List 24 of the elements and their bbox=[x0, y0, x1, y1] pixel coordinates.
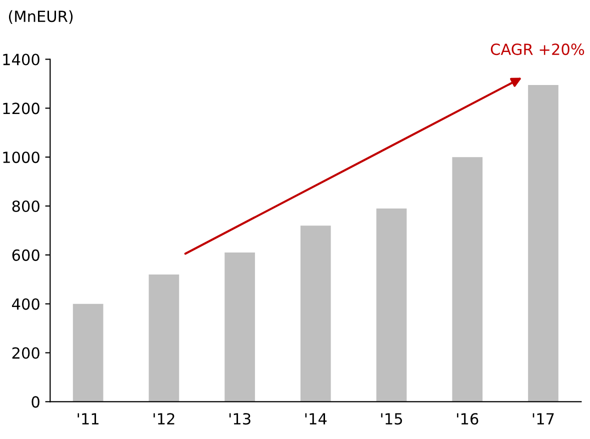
x-tick-label: '17 bbox=[532, 413, 554, 424]
x-tick-label: '16 bbox=[457, 413, 478, 425]
x-tick-label: '13 bbox=[229, 413, 250, 425]
y-tick-label: 200 bbox=[12, 347, 40, 359]
bar bbox=[224, 252, 255, 402]
x-tick-label: '11 bbox=[78, 413, 98, 424]
y-tick-label: 600 bbox=[12, 249, 40, 261]
bar bbox=[72, 304, 104, 402]
y-axis-title: (MnEUR) bbox=[8, 10, 73, 24]
y-tick-label: 1400 bbox=[3, 54, 40, 66]
x-tick-label: '15 bbox=[381, 413, 402, 425]
bar bbox=[452, 157, 483, 402]
bar bbox=[148, 274, 180, 402]
bar bbox=[300, 226, 331, 402]
y-tick-label: 1000 bbox=[3, 152, 40, 164]
bar bbox=[528, 84, 558, 402]
y-tick-label: 0 bbox=[32, 396, 40, 408]
x-tick-label: '12 bbox=[154, 413, 174, 424]
y-tick-label: 400 bbox=[12, 298, 40, 310]
text: CAGR +20% bbox=[490, 44, 584, 56]
y-tick-label: 1200 bbox=[3, 102, 40, 114]
x-tick-label: '14 bbox=[305, 413, 327, 424]
y-tick-label: 800 bbox=[12, 200, 40, 212]
bar bbox=[376, 208, 407, 402]
